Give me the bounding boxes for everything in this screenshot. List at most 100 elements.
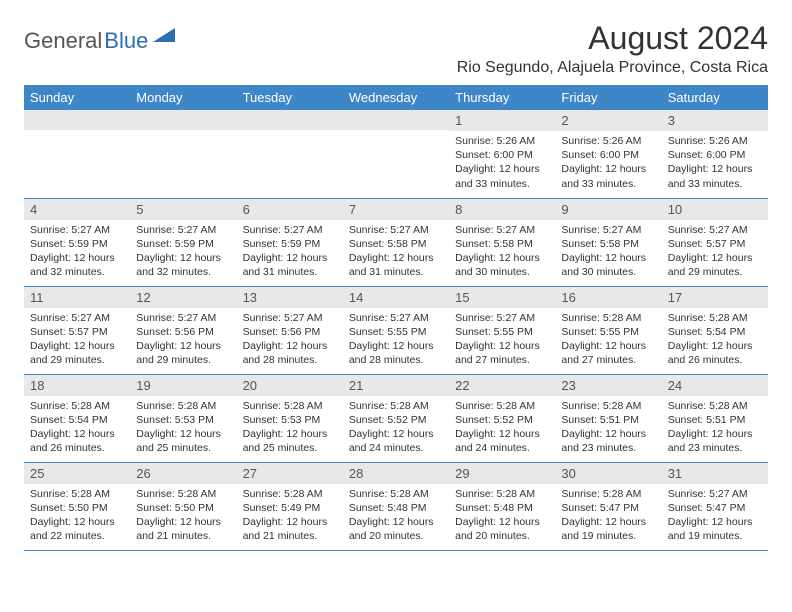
- sunset-text: Sunset: 5:52 PM: [455, 413, 549, 427]
- daylight-text: Daylight: 12 hours and 25 minutes.: [243, 427, 337, 455]
- day-number: 20: [237, 375, 343, 396]
- calendar-week-row: 1Sunrise: 5:26 AMSunset: 6:00 PMDaylight…: [24, 110, 768, 198]
- calendar-cell: 9Sunrise: 5:27 AMSunset: 5:58 PMDaylight…: [555, 198, 661, 286]
- calendar-week-row: 4Sunrise: 5:27 AMSunset: 5:59 PMDaylight…: [24, 198, 768, 286]
- sunset-text: Sunset: 5:48 PM: [349, 501, 443, 515]
- logo-triangle-icon: [153, 26, 175, 49]
- daylight-text: Daylight: 12 hours and 26 minutes.: [30, 427, 124, 455]
- sunset-text: Sunset: 6:00 PM: [668, 148, 762, 162]
- weekday-header: Sunday: [24, 85, 130, 110]
- day-number: [24, 110, 130, 130]
- sunrise-text: Sunrise: 5:28 AM: [561, 487, 655, 501]
- day-details: Sunrise: 5:27 AMSunset: 5:58 PMDaylight:…: [449, 220, 555, 286]
- day-number: 2: [555, 110, 661, 131]
- daylight-text: Daylight: 12 hours and 31 minutes.: [243, 251, 337, 279]
- day-number: 19: [130, 375, 236, 396]
- calendar-cell: 1Sunrise: 5:26 AMSunset: 6:00 PMDaylight…: [449, 110, 555, 198]
- day-number: 25: [24, 463, 130, 484]
- calendar-cell: 25Sunrise: 5:28 AMSunset: 5:50 PMDayligh…: [24, 462, 130, 550]
- daylight-text: Daylight: 12 hours and 28 minutes.: [349, 339, 443, 367]
- calendar-cell: 28Sunrise: 5:28 AMSunset: 5:48 PMDayligh…: [343, 462, 449, 550]
- day-details: Sunrise: 5:27 AMSunset: 5:58 PMDaylight:…: [555, 220, 661, 286]
- calendar-cell: [130, 110, 236, 198]
- day-details: Sunrise: 5:27 AMSunset: 5:55 PMDaylight:…: [449, 308, 555, 374]
- calendar-cell: 29Sunrise: 5:28 AMSunset: 5:48 PMDayligh…: [449, 462, 555, 550]
- logo-text-blue: Blue: [104, 28, 148, 54]
- day-number: 29: [449, 463, 555, 484]
- location-text: Rio Segundo, Alajuela Province, Costa Ri…: [457, 59, 768, 77]
- day-details: Sunrise: 5:27 AMSunset: 5:47 PMDaylight:…: [662, 484, 768, 550]
- day-number: [343, 110, 449, 130]
- calendar-cell: 26Sunrise: 5:28 AMSunset: 5:50 PMDayligh…: [130, 462, 236, 550]
- daylight-text: Daylight: 12 hours and 31 minutes.: [349, 251, 443, 279]
- day-number: 21: [343, 375, 449, 396]
- calendar-head: SundayMondayTuesdayWednesdayThursdayFrid…: [24, 85, 768, 110]
- day-details: Sunrise: 5:28 AMSunset: 5:54 PMDaylight:…: [662, 308, 768, 374]
- daylight-text: Daylight: 12 hours and 26 minutes.: [668, 339, 762, 367]
- day-number: 6: [237, 199, 343, 220]
- day-details: Sunrise: 5:28 AMSunset: 5:48 PMDaylight:…: [343, 484, 449, 550]
- sunrise-text: Sunrise: 5:26 AM: [668, 134, 762, 148]
- sunrise-text: Sunrise: 5:27 AM: [136, 223, 230, 237]
- daylight-text: Daylight: 12 hours and 28 minutes.: [243, 339, 337, 367]
- title-block: August 2024 Rio Segundo, Alajuela Provin…: [457, 20, 768, 77]
- weekday-header: Saturday: [662, 85, 768, 110]
- daylight-text: Daylight: 12 hours and 21 minutes.: [243, 515, 337, 543]
- daylight-text: Daylight: 12 hours and 32 minutes.: [136, 251, 230, 279]
- sunset-text: Sunset: 5:58 PM: [349, 237, 443, 251]
- day-details: Sunrise: 5:28 AMSunset: 5:51 PMDaylight:…: [555, 396, 661, 462]
- day-number: 13: [237, 287, 343, 308]
- day-details: Sunrise: 5:27 AMSunset: 5:57 PMDaylight:…: [24, 308, 130, 374]
- sunset-text: Sunset: 5:56 PM: [136, 325, 230, 339]
- daylight-text: Daylight: 12 hours and 23 minutes.: [561, 427, 655, 455]
- calendar-week-row: 25Sunrise: 5:28 AMSunset: 5:50 PMDayligh…: [24, 462, 768, 550]
- day-details: Sunrise: 5:27 AMSunset: 5:57 PMDaylight:…: [662, 220, 768, 286]
- day-details: Sunrise: 5:28 AMSunset: 5:55 PMDaylight:…: [555, 308, 661, 374]
- day-number: 11: [24, 287, 130, 308]
- calendar-cell: 20 Sunrise: 5:28 AMSunset: 5:53 PMDayligh…: [237, 374, 343, 462]
- calendar-cell: 8Sunrise: 5:27 AMSunset: 5:58 PMDaylight…: [449, 198, 555, 286]
- day-number: 8: [449, 199, 555, 220]
- day-number: 10: [662, 199, 768, 220]
- sunset-text: Sunset: 5:52 PM: [349, 413, 443, 427]
- weekday-header: Tuesday: [237, 85, 343, 110]
- sunrise-text: Sunrise: 5:28 AM: [243, 399, 337, 413]
- calendar-cell: 12Sunrise: 5:27 AMSunset: 5:56 PMDayligh…: [130, 286, 236, 374]
- sunset-text: Sunset: 5:47 PM: [668, 501, 762, 515]
- calendar-table: SundayMondayTuesdayWednesdayThursdayFrid…: [24, 85, 768, 551]
- sunrise-text: Sunrise: 5:27 AM: [30, 223, 124, 237]
- daylight-text: Daylight: 12 hours and 30 minutes.: [561, 251, 655, 279]
- day-details: Sunrise: 5:28 AMSunset: 5:54 PMDaylight:…: [24, 396, 130, 462]
- weekday-header: Thursday: [449, 85, 555, 110]
- day-number: 9: [555, 199, 661, 220]
- sunset-text: Sunset: 5:47 PM: [561, 501, 655, 515]
- daylight-text: Daylight: 12 hours and 19 minutes.: [668, 515, 762, 543]
- calendar-cell: 13Sunrise: 5:27 AMSunset: 5:56 PMDayligh…: [237, 286, 343, 374]
- sunrise-text: Sunrise: 5:27 AM: [455, 311, 549, 325]
- day-details: Sunrise: 5:27 AMSunset: 5:56 PMDaylight:…: [237, 308, 343, 374]
- day-number: 7: [343, 199, 449, 220]
- day-number: 24: [662, 375, 768, 396]
- daylight-text: Daylight: 12 hours and 33 minutes.: [455, 162, 549, 190]
- sunset-text: Sunset: 5:53 PM: [243, 413, 337, 427]
- day-number: 15: [449, 287, 555, 308]
- day-details: Sunrise: 5:27 AMSunset: 5:58 PMDaylight:…: [343, 220, 449, 286]
- day-details: Sunrise: 5:28 AMSunset: 5:50 PMDaylight:…: [24, 484, 130, 550]
- sunset-text: Sunset: 5:54 PM: [668, 325, 762, 339]
- sunrise-text: Sunrise: 5:27 AM: [349, 311, 443, 325]
- calendar-cell: 27Sunrise: 5:28 AMSunset: 5:49 PMDayligh…: [237, 462, 343, 550]
- daylight-text: Daylight: 12 hours and 27 minutes.: [561, 339, 655, 367]
- day-details: Sunrise: 5:27 AMSunset: 5:55 PMDaylight:…: [343, 308, 449, 374]
- sunrise-text: Sunrise: 5:28 AM: [455, 399, 549, 413]
- sunset-text: Sunset: 5:59 PM: [243, 237, 337, 251]
- day-number: 12: [130, 287, 236, 308]
- sunset-text: Sunset: 5:57 PM: [30, 325, 124, 339]
- sunset-text: Sunset: 5:58 PM: [561, 237, 655, 251]
- sunrise-text: Sunrise: 5:27 AM: [668, 487, 762, 501]
- day-details: Sunrise: 5:26 AMSunset: 6:00 PMDaylight:…: [662, 131, 768, 197]
- weekday-header: Wednesday: [343, 85, 449, 110]
- sunrise-text: Sunrise: 5:28 AM: [349, 399, 443, 413]
- sunrise-text: Sunrise: 5:28 AM: [455, 487, 549, 501]
- daylight-text: Daylight: 12 hours and 33 minutes.: [561, 162, 655, 190]
- sunset-text: Sunset: 5:51 PM: [668, 413, 762, 427]
